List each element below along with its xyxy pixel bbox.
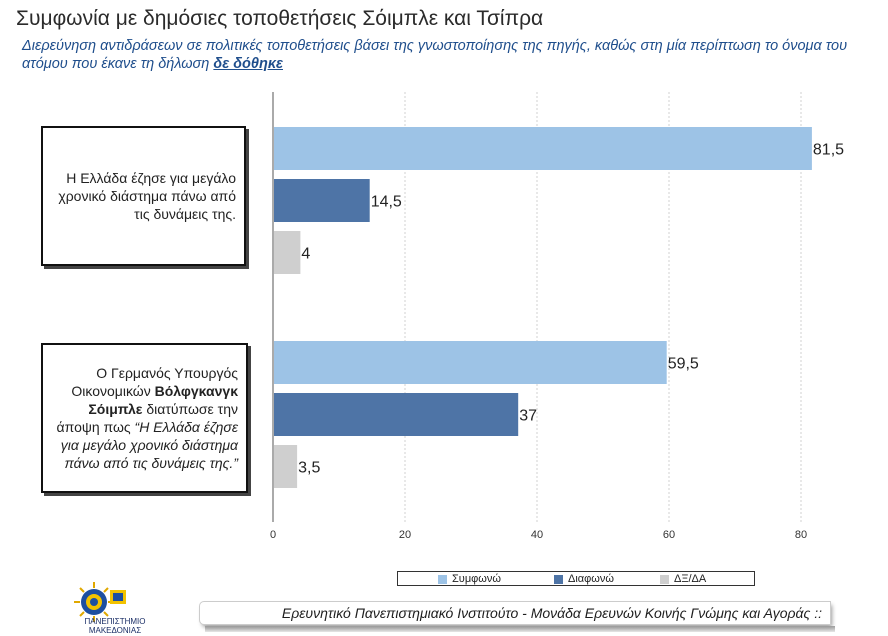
data-label: 59,5 (668, 356, 699, 373)
data-label: 3,5 (298, 460, 320, 477)
question-2-part2: διατύπωσε την άποψη πως (56, 401, 238, 435)
data-label: 37 (519, 408, 537, 425)
legend-item-disagree: Διαφωνώ (554, 573, 614, 585)
subtitle-emphasis: δε δόθηκε (213, 56, 283, 72)
question-2-part1: Ο Γερμανός Υπουργός Οικονομικών (71, 365, 238, 399)
footer-shadow (205, 626, 835, 632)
legend-label-agree: Συμφωνώ (452, 573, 501, 585)
logo-caption: ΠΑΝΕΠΙΣΤΗΜΙΟ ΜΑΚΕΔΟΝΙΑΣ (84, 617, 146, 635)
subtitle-text: Διερεύνηση αντιδράσεων σε πολιτικές τοπο… (22, 38, 848, 72)
x-tick-label: 40 (531, 529, 543, 541)
chart-subtitle: Διερεύνηση αντιδράσεων σε πολιτικές τοπο… (22, 37, 862, 73)
question-1-text: Η Ελλάδα έζησε για μεγάλο χρονικό διάστη… (58, 170, 236, 222)
footer-bar: Ερευνητικό Πανεπιστημιακό Ινστιτούτο - Μ… (200, 602, 830, 624)
data-label: 4 (301, 246, 310, 263)
question-2-text: Ο Γερμανός Υπουργός Οικονομικών Βόλφγκαν… (51, 364, 238, 472)
chart-legend: Συμφωνώ Διαφωνώ ΔΞ/ΔΑ (397, 571, 755, 586)
chart-title: Συμφωνία με δημόσιες τοποθετήσεις Σόιμπλ… (16, 7, 544, 30)
bar (274, 445, 298, 488)
question-box-2: Ο Γερμανός Υπουργός Οικονομικών Βόλφγκαν… (41, 343, 248, 493)
legend-item-agree: Συμφωνώ (438, 573, 501, 585)
bar (274, 231, 301, 274)
bar (274, 179, 370, 222)
question-box-1: Η Ελλάδα έζησε για μεγάλο χρονικό διάστη… (41, 126, 246, 266)
legend-item-dk: ΔΞ/ΔΑ (660, 573, 706, 585)
university-logo (74, 582, 126, 622)
x-tick-label: 60 (663, 529, 675, 541)
question-2-quote: “Η Ελλάδα έζησε για μεγάλο χρονικό διάστ… (60, 419, 238, 471)
bar (274, 341, 667, 384)
legend-label-disagree: Διαφωνώ (568, 573, 614, 585)
bar (274, 393, 519, 436)
x-tick-label: 0 (270, 529, 276, 541)
legend-swatch-agree (438, 574, 447, 584)
x-tick-label: 20 (399, 529, 411, 541)
legend-swatch-disagree (554, 574, 563, 584)
question-2-bold-name: Βόλφγκανγκ Σόιμπλε (88, 383, 238, 417)
legend-swatch-dk (660, 574, 669, 584)
x-tick-label: 80 (795, 529, 807, 541)
data-label: 81,5 (813, 142, 844, 159)
bar (274, 127, 812, 170)
logo-emblem-icon (74, 582, 126, 622)
legend-label-dk: ΔΞ/ΔΑ (674, 573, 707, 585)
data-label: 14,5 (371, 194, 402, 211)
